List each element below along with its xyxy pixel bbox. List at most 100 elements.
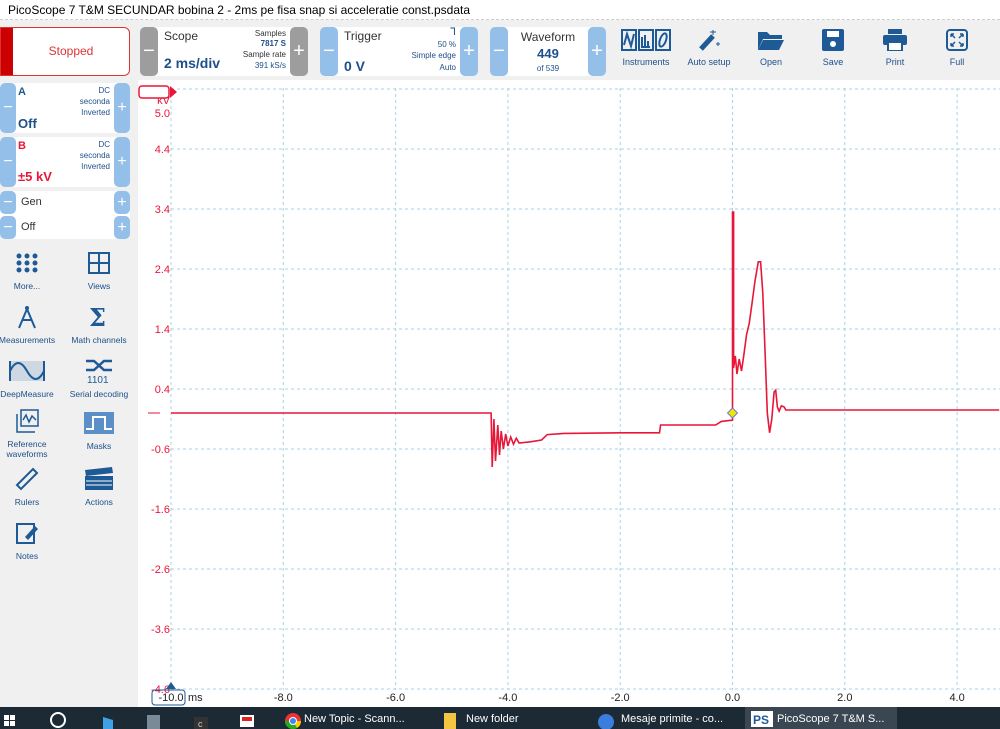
waveform-next-button[interactable]: + — [588, 27, 606, 76]
auto-setup-button[interactable]: Auto setup — [679, 26, 739, 67]
instruments-label: Instruments — [622, 57, 670, 67]
time-ruler-marker[interactable] — [166, 682, 176, 689]
timebase-increase-button[interactable]: + — [290, 27, 308, 76]
open-button[interactable]: Open — [741, 26, 801, 67]
trigger-decrease-button[interactable]: − — [320, 27, 338, 76]
tool-compass[interactable]: Measurements — [0, 302, 58, 345]
trigger-control: − Trigger 0 V ⅂ 50 % Simple edge Auto + — [320, 27, 478, 76]
channel-b-increase-button[interactable]: + — [114, 137, 130, 187]
scope-label: Scope — [164, 29, 199, 43]
search-icon[interactable] — [48, 707, 68, 729]
samples-value: 7817 S — [260, 39, 286, 48]
y-tick-label: 1.4 — [155, 324, 170, 336]
channel-b-scale-handle[interactable] — [138, 85, 170, 99]
taskbar-label: New Topic - Scann... — [304, 713, 405, 725]
generator-value-decrease-button[interactable]: − — [0, 216, 16, 239]
channel-a-decrease-button[interactable]: − — [0, 83, 16, 133]
tool-notes[interactable]: Notes — [0, 518, 58, 561]
channel-b-mode: Inverted — [81, 162, 110, 171]
channel-b-card[interactable]: − B ±5 kV DC seconda Inverted + — [0, 137, 130, 187]
trigger-increase-button[interactable]: + — [460, 27, 478, 76]
app-c-icon[interactable]: c — [192, 707, 212, 729]
falling-edge-icon: ⅂ — [450, 27, 456, 38]
tool-sigma[interactable]: Σ Math channels — [68, 302, 130, 345]
trigger-level[interactable]: 0 V — [344, 58, 366, 74]
channel-a-card[interactable]: − A Off DC seconda Inverted + — [0, 83, 130, 133]
taskbar-mail[interactable]: Mesaje primite - co... — [595, 707, 735, 729]
open-label: Open — [759, 57, 783, 67]
file-explorer-pin-icon[interactable] — [100, 707, 120, 729]
windows-start-icon[interactable] — [2, 707, 18, 729]
samples-label: Samples — [254, 29, 286, 38]
generator-increase-button[interactable]: + — [114, 191, 130, 214]
tool-masks[interactable]: Masks — [68, 408, 130, 451]
x-tick-label: 2.0 — [837, 692, 852, 704]
print-button[interactable]: Print — [865, 26, 925, 67]
trigger-position: 50 % — [437, 40, 456, 49]
waveform-count: of 539 — [536, 64, 560, 73]
channel-b-offset-marker[interactable] — [170, 86, 177, 98]
channel-b-probe: seconda — [79, 151, 110, 160]
masks-icon — [68, 408, 130, 438]
x-start-box — [151, 689, 186, 706]
trigger-marker[interactable] — [726, 407, 739, 419]
waveform-previous-button[interactable]: − — [490, 27, 508, 76]
taskbar-chrome[interactable]: New Topic - Scann... — [282, 707, 422, 729]
channel-b-name: B — [18, 140, 26, 152]
ruler-icon — [0, 464, 58, 494]
run-stop-button[interactable]: Stopped — [0, 27, 130, 76]
x-tick-label: -2.0 — [611, 692, 630, 704]
waveform-number[interactable]: 449 — [537, 46, 559, 61]
chart-svg[interactable]: 5.04.43.42.41.40.4-0.6-1.6-2.6-3.6-4.6kV… — [138, 80, 1000, 707]
toolbar: Stopped − Scope 2 ms/div Samples 7817 S … — [0, 20, 1000, 80]
tool-label: Measurements — [0, 335, 56, 345]
notes-icon — [0, 518, 58, 548]
y-tick-label: 2.4 — [155, 264, 170, 276]
full-screen-button[interactable]: Full — [927, 26, 987, 67]
trigger-type[interactable]: Simple edge — [411, 51, 456, 60]
taskbar-picoscope[interactable]: PS PicoScope 7 T&M S... — [745, 707, 897, 729]
timebase-decrease-button[interactable]: − — [140, 27, 158, 76]
x-tick-label: -4.0 — [498, 692, 517, 704]
scope-plot[interactable]: 5.0 4.4 3.4 2.4 1.4 0.4 -0.6 -1.6 -2.6 -3.6 -4.6 kV… — [138, 80, 1000, 707]
channel-a-increase-button[interactable]: + — [114, 83, 130, 133]
stop-indicator — [1, 28, 13, 75]
tool-serial-decoding[interactable]: 1101 Serial decoding — [68, 356, 130, 399]
tool-deepmeasure[interactable]: DeepMeasure — [0, 356, 58, 399]
app-red-icon[interactable] — [238, 707, 258, 729]
tool-label: Masks — [86, 441, 112, 451]
taskbar-folder[interactable]: New folder — [440, 707, 560, 729]
generator-card[interactable]: − Gen + − Off + — [0, 191, 130, 239]
x-axis-unit: ms — [188, 692, 203, 704]
instruments-button[interactable]: Instruments — [616, 26, 676, 67]
channel-a-coupling: DC — [98, 86, 110, 95]
save-button[interactable]: Save — [803, 26, 863, 67]
timebase-value[interactable]: 2 ms/div — [164, 55, 221, 71]
channel-b-decrease-button[interactable]: − — [0, 137, 16, 187]
tool-ruler[interactable]: Rulers — [0, 464, 58, 507]
channel-b-range[interactable]: ±5 kV — [18, 169, 52, 184]
y-tick-label: -3.6 — [151, 624, 170, 636]
calculator-icon[interactable] — [144, 707, 164, 729]
tool-reference-waveforms[interactable]: Reference waveforms — [0, 406, 58, 459]
sigma-icon: Σ — [68, 302, 130, 332]
serial-decoding-icon: 1101 — [68, 356, 130, 386]
tool-label: Math channels — [71, 335, 127, 345]
trigger-mode[interactable]: Auto — [439, 63, 456, 72]
channel-a-range[interactable]: Off — [18, 116, 37, 131]
tool-views[interactable]: Views — [68, 248, 130, 291]
waveform-control: − Waveform 449 of 539 + — [490, 27, 606, 76]
mail-icon — [598, 714, 614, 729]
tool-grid-dots[interactable]: More... — [0, 248, 58, 291]
x-tick-label: -8.0 — [274, 692, 293, 704]
generator-decrease-button[interactable]: − — [0, 191, 16, 214]
tool-clapperboard[interactable]: Actions — [68, 464, 130, 507]
x-tick-label: 0.0 — [725, 692, 740, 704]
picoscope-icon: PS — [751, 711, 773, 727]
y-tick-label: 4.4 — [155, 144, 170, 156]
generator-value-increase-button[interactable]: + — [114, 216, 130, 239]
magic-wand-icon — [679, 26, 739, 54]
tool-label: Reference waveforms — [6, 439, 48, 459]
sample-rate-value: 391 kS/s — [254, 61, 286, 70]
folder-icon — [741, 26, 801, 54]
